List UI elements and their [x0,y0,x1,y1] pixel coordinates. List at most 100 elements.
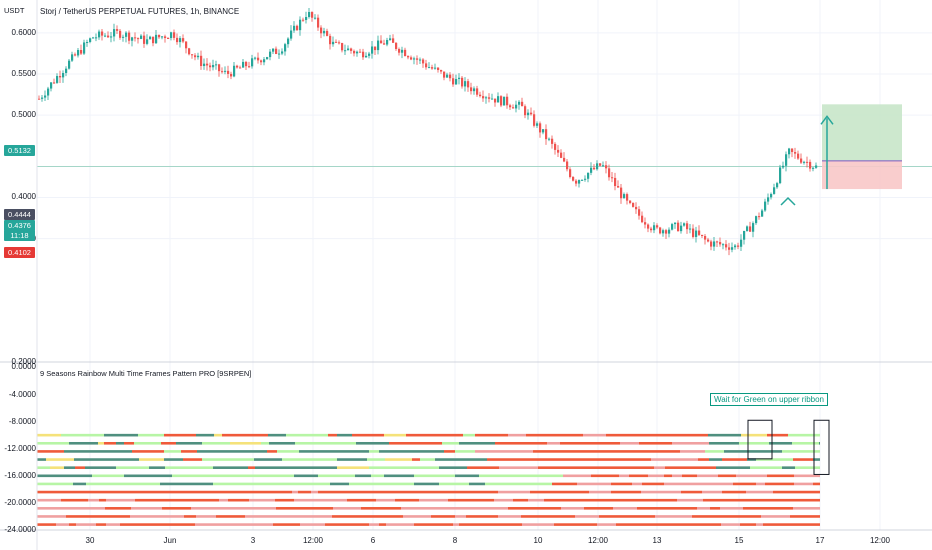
candle-body [107,35,110,38]
ribbon-segment [639,441,672,445]
y-tick-label: 0.5000 [11,110,36,120]
ribbon-segment [763,458,793,461]
ribbon-segment [623,450,655,453]
ribbon-segment [217,523,245,526]
ribbon-segment [414,482,439,486]
ribbon-segment [741,433,767,437]
ribbon-segment [757,466,782,469]
candle-body [146,39,149,44]
candle-body [731,247,734,250]
ribbon-segment [222,466,248,469]
ribbon-segment [702,490,722,494]
ribbon-segment [530,474,545,478]
candle-body [500,96,503,106]
candle-body [677,222,680,232]
ribbon-segment [499,466,532,469]
candle-body [701,234,704,236]
target-zone [822,104,902,161]
candle-body [218,64,221,72]
candle-body [563,157,566,162]
candle-body [809,161,812,169]
ribbon-segment [352,523,369,526]
ribbon-segment [294,474,318,478]
ribbon-segment [56,523,69,526]
candle-body [137,38,140,40]
ribbon-segment [721,523,731,526]
ribbon-segment [680,450,705,453]
candle-body [740,239,743,247]
ribbon-segment [384,433,406,437]
ribbon-segment [131,507,153,510]
x-tick-label: 12:00 [302,536,324,545]
ribbon-segment [369,450,379,453]
candle-body [743,230,746,240]
candle-body [134,37,137,39]
ribbon-segment [596,458,620,461]
ribbon-segment [282,458,309,461]
candle-body [293,25,296,31]
candle-body [725,244,728,248]
ribbon-segment [158,523,167,526]
ribbon-segment [74,458,98,461]
ribbon-segment [76,515,107,518]
y-tick-label: 0.6000 [11,27,36,37]
candle-body [362,51,365,58]
candle-body [182,38,185,42]
ribbon-segment [684,515,692,518]
candle-body [194,55,197,58]
candle-body [713,241,716,247]
ribbon-segment [421,450,430,453]
candle-body [755,216,758,224]
candle-body [440,70,443,72]
candle-body [764,201,767,211]
ribbon-segment [589,490,611,494]
ribbon-segment [583,433,594,437]
candle-body [530,112,533,115]
candle-body [419,59,422,61]
ribbon-segment [648,474,664,478]
x-tick-label: 3 [250,536,256,545]
highlight-box [747,419,773,460]
break-arrow-head [780,196,796,206]
candle-body [413,58,416,60]
ribbon-segment [369,466,402,469]
ribbon-segment [196,515,216,518]
ribbon-segment [508,450,533,453]
ribbon-segment [249,498,275,502]
ribbon-segment [681,523,694,526]
ribbon-segment [149,466,165,469]
ribbon-segment [235,458,254,461]
symbol-title: Storj / TetherUS PERPETUAL FUTURES, 1h, … [40,7,240,16]
ribbon-segment [813,458,820,461]
candle-body [668,229,671,234]
ribbon-segment [414,523,433,526]
candle-body [89,38,92,43]
ribbon-segment [750,466,757,469]
ribbon-segment [64,450,73,453]
ribbon-segment [623,433,629,437]
candle-body [299,19,302,31]
ribbon-segment [76,523,96,526]
ribbon-segment [180,474,213,478]
ribbon-segment [268,433,286,437]
ribbon-segment [437,490,469,494]
candle-body [272,48,275,52]
ribbon-segment [101,450,132,453]
ribbon-segment [37,482,56,486]
candle-body [227,70,230,74]
ribbon-segment [782,466,795,469]
candle-body [257,57,260,61]
ribbon-segment [244,507,276,510]
ribbon-segment [765,482,794,486]
ribbon-segment [213,474,245,478]
ribbon-segment [116,441,124,445]
ribbon-segment [132,450,164,453]
ribbon-segment [311,482,330,486]
candle-body [206,63,209,66]
ribbon-segment [718,474,727,478]
ribbon-segment [124,482,139,486]
candle-body [590,167,593,173]
ribbon-segment [681,490,702,494]
candle-body [752,223,755,232]
